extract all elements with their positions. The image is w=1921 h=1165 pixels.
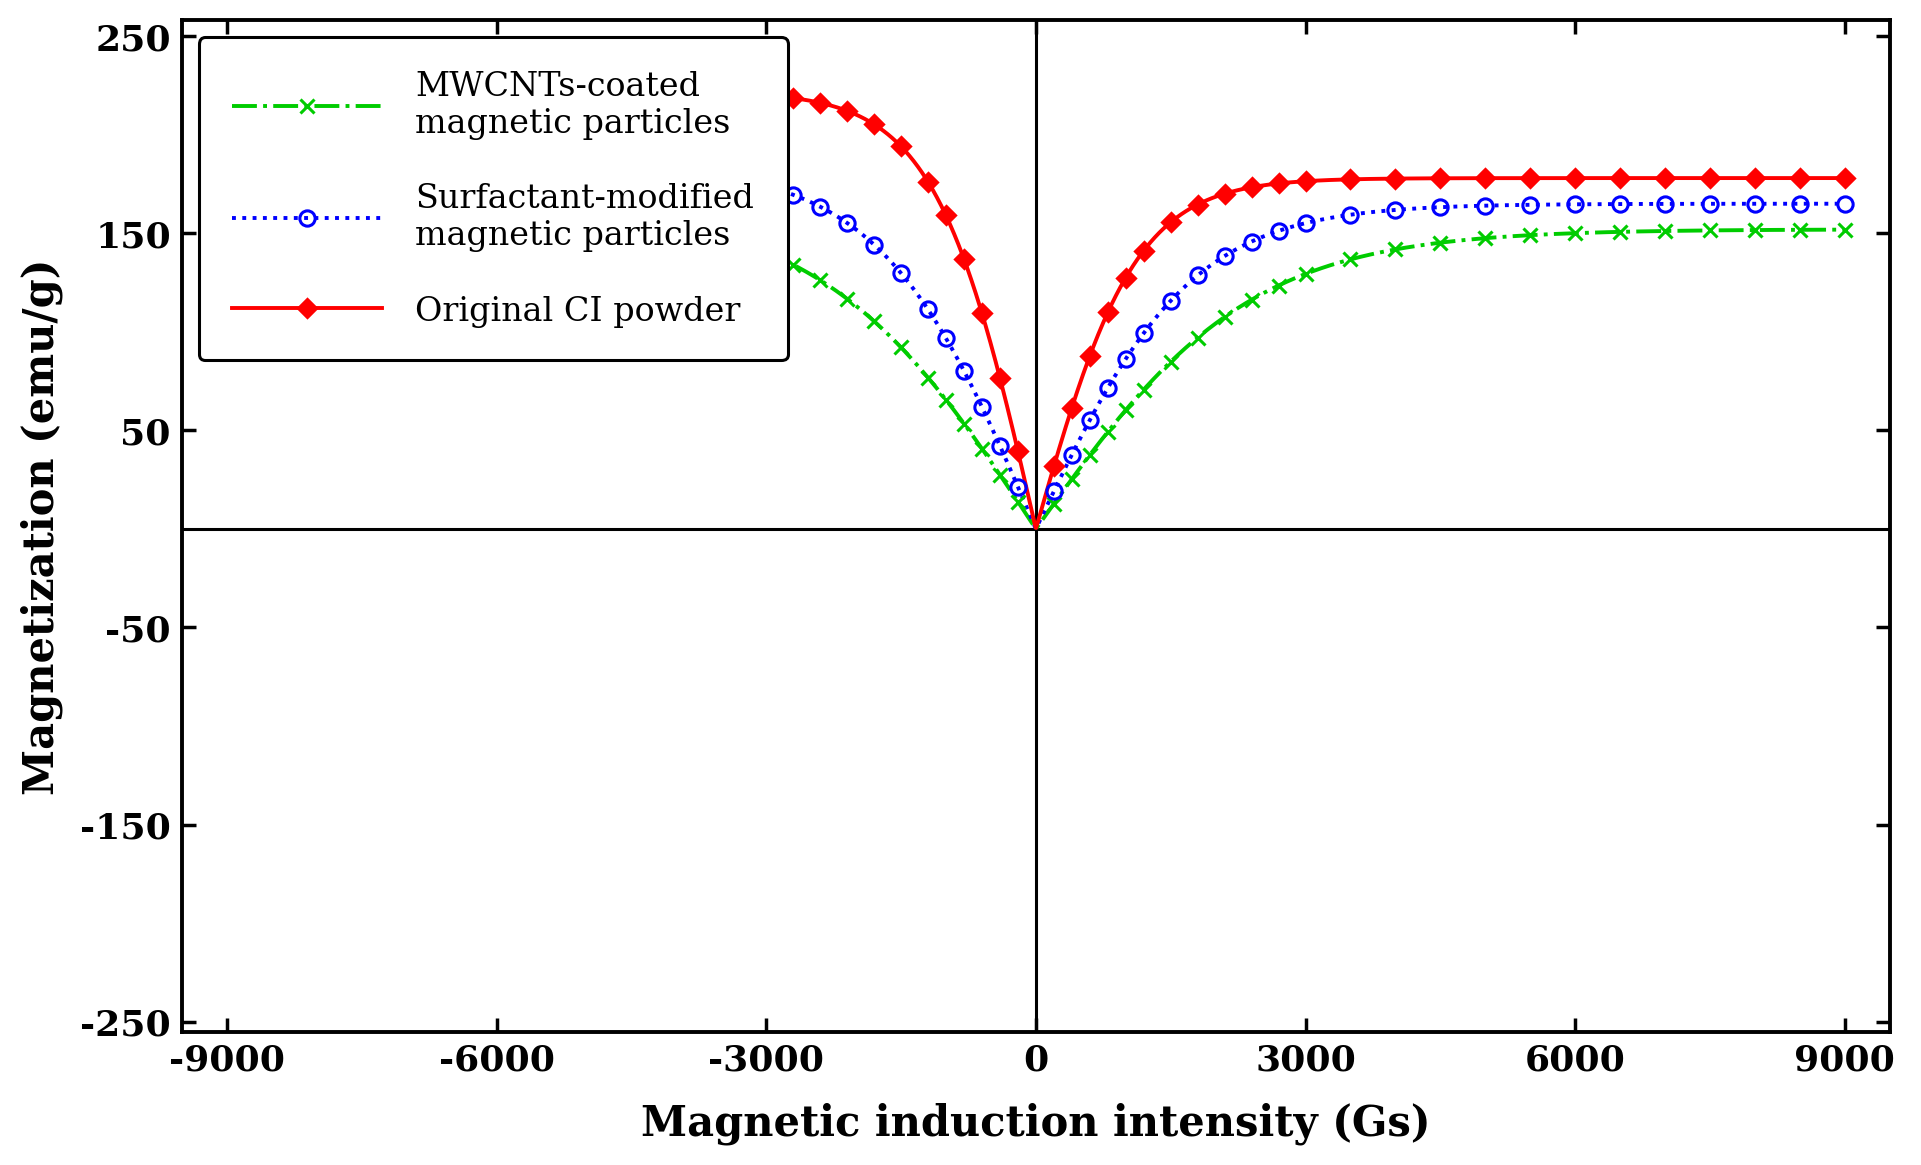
X-axis label: Magnetic induction intensity (Gs): Magnetic induction intensity (Gs)	[642, 1102, 1429, 1144]
Y-axis label: Magnetization (emu/g): Magnetization (emu/g)	[21, 259, 63, 795]
Legend: MWCNTs-coated
magnetic particles, Surfactant-modified
magnetic particles, Origin: MWCNTs-coated magnetic particles, Surfac…	[198, 37, 788, 361]
